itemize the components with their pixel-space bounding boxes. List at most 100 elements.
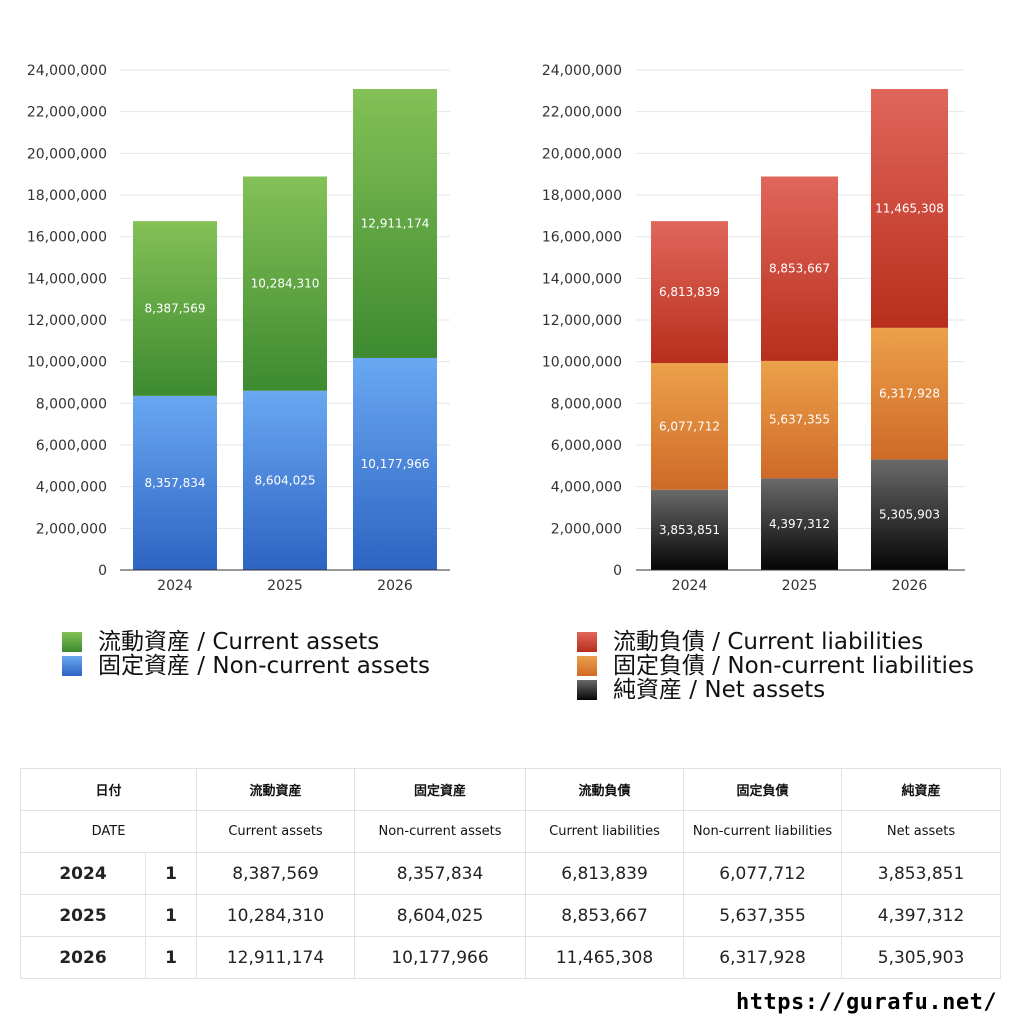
data-label: 8,604,025 [254,473,315,487]
legend-item-current-liabilities: 流動負債 / Current liabilities [577,630,974,654]
y-tick-label: 16,000,000 [542,230,622,246]
data-label: 6,077,712 [659,419,720,433]
data-label: 8,387,569 [144,302,205,316]
liabilities-legend: 流動負債 / Current liabilities 固定負債 / Non-cu… [577,630,974,702]
y-tick-label: 24,000,000 [27,63,107,79]
header-current-assets-en: Current assets [196,810,356,853]
cell-net-assets: 3,853,851 [841,852,1002,895]
header-date-en: DATE [19,810,198,853]
legend-swatch-non-current-liabilities [577,656,597,676]
header-current-liabilities-en: Current liabilities [525,810,685,853]
bar-non-current-assets-2025 [243,390,327,570]
x-tick-label: 2025 [267,578,303,594]
header-net-assets-en: Net assets [841,810,1002,853]
y-tick-label: 10,000,000 [27,355,107,371]
x-tick-label: 2026 [377,578,413,594]
bar-net-assets-2024 [651,489,728,570]
data-table: 日付 流動資産 固定資産 流動負債 固定負債 純資産 DATE Current … [19,768,1002,979]
y-tick-label: 16,000,000 [27,230,107,246]
table-header-row-jp: 日付 流動資産 固定資産 流動負債 固定負債 純資産 [19,768,1002,811]
cell-current-liabilities: 11,465,308 [525,936,685,979]
legend-swatch-current-liabilities [577,632,597,652]
legend-label-non-current-assets: 固定資産 / Non-current assets [98,653,431,679]
y-tick-label: 2,000,000 [36,521,107,537]
cell-current-liabilities: 6,813,839 [525,852,685,895]
data-label: 3,853,851 [659,523,720,537]
liabilities-chart: 0 2,000,000 4,000,000 6,000,000 8,000,000 10,… [542,63,965,594]
y-tick-label: 22,000,000 [27,105,107,121]
y-tick-label: 24,000,000 [542,63,622,79]
y-tick-label: 0 [98,563,107,579]
bar-current-liabilities-2024 [651,221,728,364]
data-label: 5,637,355 [769,413,830,427]
y-tick-label: 2,000,000 [551,521,622,537]
bar-net-assets-2026 [871,459,948,570]
data-label: 12,911,174 [361,216,430,230]
row-index: 1 [144,852,198,895]
bar-non-current-liabilities-2026 [871,327,948,460]
charts-area: 0 2,000,000 4,000,000 6,000,000 8,000,000 10,… [27,63,965,594]
row-year: 2025 [20,894,146,937]
table-row: 2024 1 8,387,569 8,357,834 6,813,839 6,0… [20,852,1002,895]
header-date-jp: 日付 [19,768,198,811]
legend-label-current-liabilities: 流動負債 / Current liabilities [613,629,924,655]
bar-non-current-liabilities-2024 [651,363,728,490]
legend-item-current-assets: 流動資産 / Current assets [62,630,430,654]
data-label: 4,397,312 [769,517,830,531]
data-label: 10,177,966 [361,457,430,471]
cell-non-current-assets: 10,177,966 [354,936,527,979]
data-label: 5,305,903 [879,508,940,522]
cell-current-assets: 10,284,310 [196,894,356,937]
cell-non-current-liabilities: 6,317,928 [683,936,843,979]
y-tick-label: 22,000,000 [542,105,622,121]
header-non-current-liabilities-jp: 固定負債 [683,768,843,811]
data-label: 8,853,667 [769,262,830,276]
table-row: 2025 1 10,284,310 8,604,025 8,853,667 5,… [20,894,1002,937]
bar-current-liabilities-2026 [871,88,948,328]
cell-non-current-assets: 8,357,834 [354,852,527,895]
header-current-liabilities-jp: 流動負債 [525,768,685,811]
site-url[interactable]: https://gurafu.net/ [736,990,998,1015]
legend-swatch-current-assets [62,632,82,652]
y-tick-label: 0 [613,563,622,579]
legend-item-net-assets: 純資産 / Net assets [577,678,974,702]
bar-non-current-liabilities-2025 [761,360,838,479]
data-label: 6,317,928 [879,387,940,401]
bar-net-assets-2025 [761,478,838,570]
header-net-assets-jp: 純資産 [841,768,1002,811]
row-year: 2024 [20,852,146,895]
header-non-current-assets-en: Non-current assets [354,810,527,853]
y-tick-label: 12,000,000 [27,313,107,329]
legend-swatch-non-current-assets [62,656,82,676]
bar-non-current-assets-2026 [353,357,437,570]
cell-net-assets: 4,397,312 [841,894,1002,937]
y-tick-label: 18,000,000 [542,188,622,204]
bar-non-current-assets-2024 [133,395,217,570]
data-label: 8,357,834 [144,476,205,490]
bar-current-assets-2025 [243,176,327,391]
cell-net-assets: 5,305,903 [841,936,1002,979]
legend-swatch-net-assets [577,680,597,700]
header-current-assets-jp: 流動資産 [196,768,356,811]
row-index: 1 [144,936,198,979]
x-tick-label: 2024 [672,578,708,594]
row-year: 2026 [20,936,146,979]
table-row: 2026 1 12,911,174 10,177,966 11,465,308 … [20,936,1002,979]
assets-chart: 0 2,000,000 4,000,000 6,000,000 8,000,000 10,… [27,63,450,594]
data-label: 10,284,310 [251,277,320,291]
y-tick-label: 4,000,000 [36,480,107,496]
y-tick-label: 10,000,000 [542,355,622,371]
y-tick-label: 20,000,000 [27,146,107,162]
table-header-row-en: DATE Current assets Non-current assets C… [19,810,1002,853]
cell-current-assets: 12,911,174 [196,936,356,979]
row-index: 1 [144,894,198,937]
bar-current-assets-2026 [353,88,437,358]
data-label: 11,465,308 [875,201,944,215]
bar-current-liabilities-2025 [761,176,838,361]
x-tick-label: 2025 [782,578,818,594]
y-tick-label: 4,000,000 [551,480,622,496]
assets-legend: 流動資産 / Current assets 固定資産 / Non-current… [62,630,430,678]
x-tick-label: 2026 [892,578,928,594]
data-label: 6,813,839 [659,285,720,299]
y-tick-label: 12,000,000 [542,313,622,329]
